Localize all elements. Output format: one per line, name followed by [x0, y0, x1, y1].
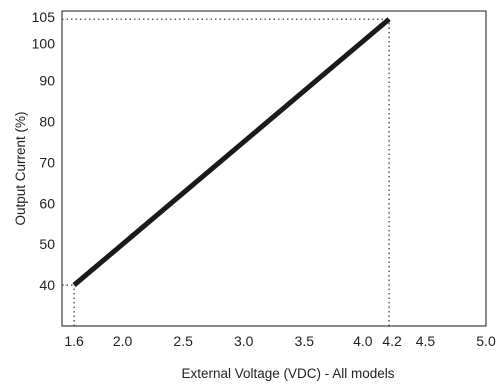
x-tick-label: 2.5 — [173, 333, 193, 349]
series-layer — [72, 17, 391, 288]
x-tick-label: 5.0 — [476, 333, 496, 349]
y-tick-label: 80 — [39, 113, 55, 129]
x-tick-label: 3.5 — [295, 333, 315, 349]
y-tick-label: 70 — [39, 154, 55, 170]
reference-lines — [62, 18, 390, 326]
y-axis-label: Output Current (%) — [13, 111, 28, 225]
x-tick-label: 4.0 — [353, 333, 373, 349]
y-tick-label: 50 — [39, 236, 55, 252]
x-tick-label: 1.6 — [64, 333, 84, 349]
y-tick-label: 90 — [39, 73, 55, 89]
y-tick-label: 100 — [32, 36, 56, 52]
plot-frame — [61, 10, 487, 327]
y-tick-label: 105 — [32, 9, 56, 25]
x-tick-labels: 1.6 2.0 2.5 3.0 3.5 4.0 4.2 4.5 5.0 — [64, 333, 496, 349]
x-tick-label: 3.0 — [234, 333, 254, 349]
y-tick-label: 40 — [39, 277, 55, 293]
y-tick-labels: 40 50 60 70 80 90 100 105 — [32, 9, 56, 293]
series-line-0 — [72, 17, 391, 288]
x-tick-label: 4.2 — [382, 333, 402, 349]
y-tick-label: 60 — [39, 195, 55, 211]
x-tick-label: 2.0 — [113, 333, 133, 349]
x-tick-label: 4.5 — [416, 333, 436, 349]
x-axis-label: External Voltage (VDC) - All models — [181, 366, 394, 381]
